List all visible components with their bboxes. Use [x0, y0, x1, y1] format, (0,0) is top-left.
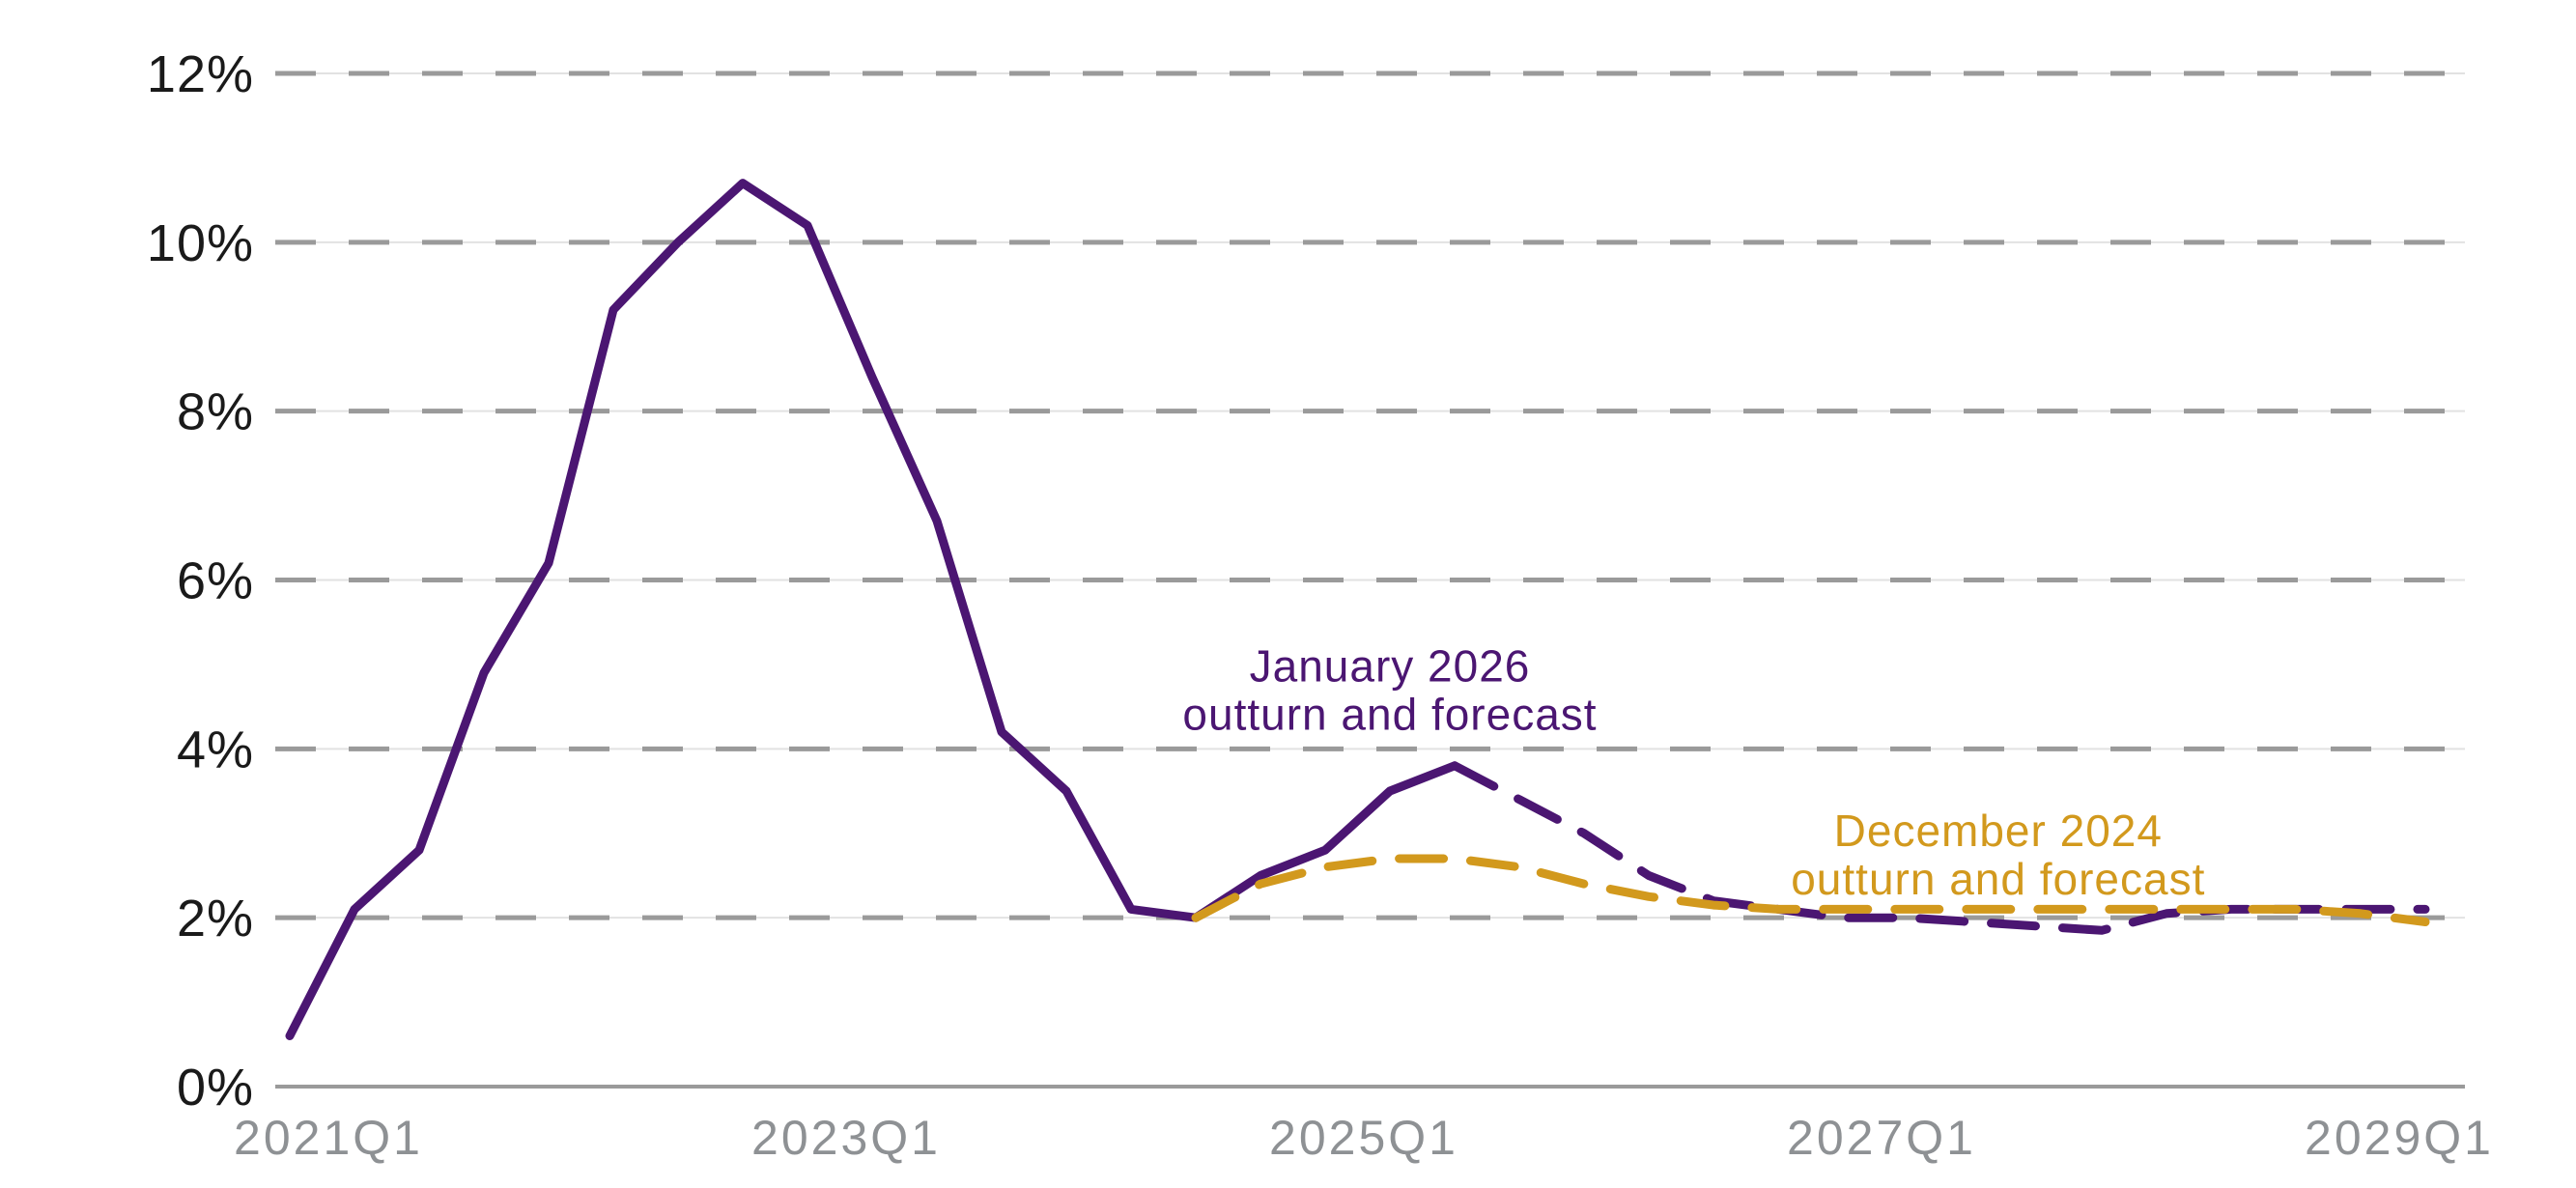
y-axis-label-12pct: 12%: [147, 45, 254, 103]
january-2026-forecast-line: [1450, 761, 2430, 935]
y-axis-label-0pct: 0%: [177, 1059, 254, 1117]
x-axis-label-2023Q1: 2023Q1: [751, 1111, 941, 1165]
y-axis-label-6pct: 6%: [177, 552, 254, 610]
y-axis-label-4pct: 4%: [177, 721, 254, 778]
december-2024-forecast-line: [1191, 854, 2430, 926]
y-axis-label-10pct: 10%: [147, 214, 254, 272]
x-axis-label-2021Q1: 2021Q1: [234, 1111, 423, 1165]
series-layer: [285, 179, 2430, 1040]
annotations-layer: January 2026 outturn and forecast December…: [1182, 640, 2205, 904]
january-2026-outturn-line: [285, 179, 1459, 1040]
x-axis-label-2029Q1: 2029Q1: [2305, 1111, 2494, 1165]
december-2024-label: December 2024 outturn and forecast: [1791, 806, 2205, 904]
january-2026-label: January 2026 outturn and forecast: [1182, 640, 1597, 739]
y-axis-label-8pct: 8%: [177, 383, 254, 441]
axis-labels-layer: 0% 2% 4% 6% 8% 10% 12% 2021Q1 2023Q1 2025Q1 2027Q1…: [147, 45, 2494, 1165]
x-axis-label-2025Q1: 2025Q1: [1269, 1111, 1458, 1165]
gridlines-layer: [275, 71, 2465, 1089]
x-axis-label-2027Q1: 2027Q1: [1787, 1111, 1976, 1165]
y-axis-label-2pct: 2%: [177, 890, 254, 948]
